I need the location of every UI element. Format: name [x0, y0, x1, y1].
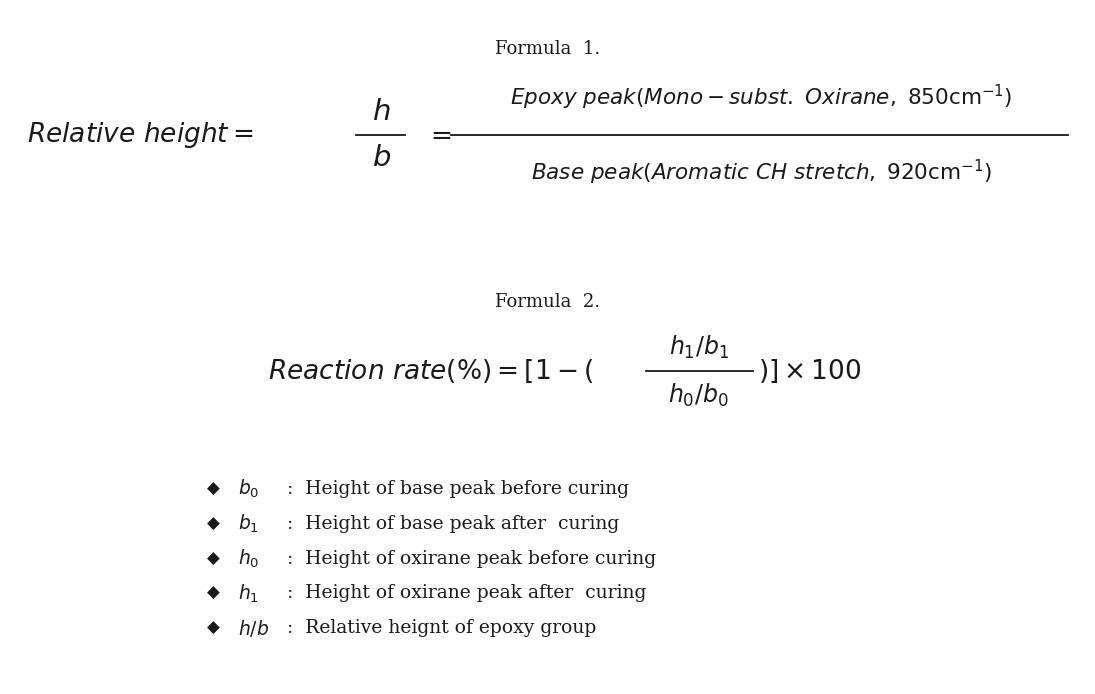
Text: $b_0$: $b_0$: [238, 478, 260, 500]
Text: $\mathit{Relative\ height} =$: $\mathit{Relative\ height} =$: [27, 120, 254, 151]
Text: ◆: ◆: [207, 515, 220, 533]
Text: :  Height of oxirane peak before curing: : Height of oxirane peak before curing: [281, 550, 657, 568]
Text: $b_1$: $b_1$: [238, 513, 258, 535]
Text: :  Height of base peak after  curing: : Height of base peak after curing: [281, 515, 620, 533]
Text: Formula  1.: Formula 1.: [495, 40, 600, 58]
Text: $\mathit{h}_1/\mathit{b}_1$: $\mathit{h}_1/\mathit{b}_1$: [669, 333, 728, 361]
Text: $\mathit{h}$: $\mathit{h}$: [372, 99, 390, 126]
Text: :  Height of oxirane peak after  curing: : Height of oxirane peak after curing: [281, 584, 647, 602]
Text: :  Height of base peak before curing: : Height of base peak before curing: [281, 480, 630, 498]
Text: :  Relative heignt of epoxy group: : Relative heignt of epoxy group: [281, 619, 597, 637]
Text: ◆: ◆: [207, 480, 220, 498]
Text: ◆: ◆: [207, 584, 220, 602]
Text: $h/b$: $h/b$: [238, 618, 268, 638]
Text: ◆: ◆: [207, 619, 220, 637]
Text: Formula  2.: Formula 2.: [495, 293, 600, 311]
Text: $\mathit{Epoxy\ peak}(\mathit{Mono}-\mathit{subst.\ Oxirane},\ 850\mathrm{cm}^{-: $\mathit{Epoxy\ peak}(\mathit{Mono}-\mat…: [510, 83, 1012, 112]
Text: $\mathit{b}$: $\mathit{b}$: [371, 144, 391, 172]
Text: ◆: ◆: [207, 550, 220, 568]
Text: $h_1$: $h_1$: [238, 582, 258, 604]
Text: $\mathit{Reaction\ rate}(\%)=[1-($: $\mathit{Reaction\ rate}(\%)=[1-($: [268, 357, 593, 385]
Text: $h_0$: $h_0$: [238, 548, 260, 570]
Text: $\mathit{h}_0/\mathit{b}_0$: $\mathit{h}_0/\mathit{b}_0$: [668, 382, 729, 409]
Text: $\mathit{Base\ peak}(\mathit{Aromatic\ CH\ stretch},\ 920\mathrm{cm}^{-1})$: $\mathit{Base\ peak}(\mathit{Aromatic\ C…: [531, 158, 991, 187]
Text: $)]\times100$: $)]\times100$: [758, 357, 862, 385]
Text: $=$: $=$: [425, 122, 451, 149]
